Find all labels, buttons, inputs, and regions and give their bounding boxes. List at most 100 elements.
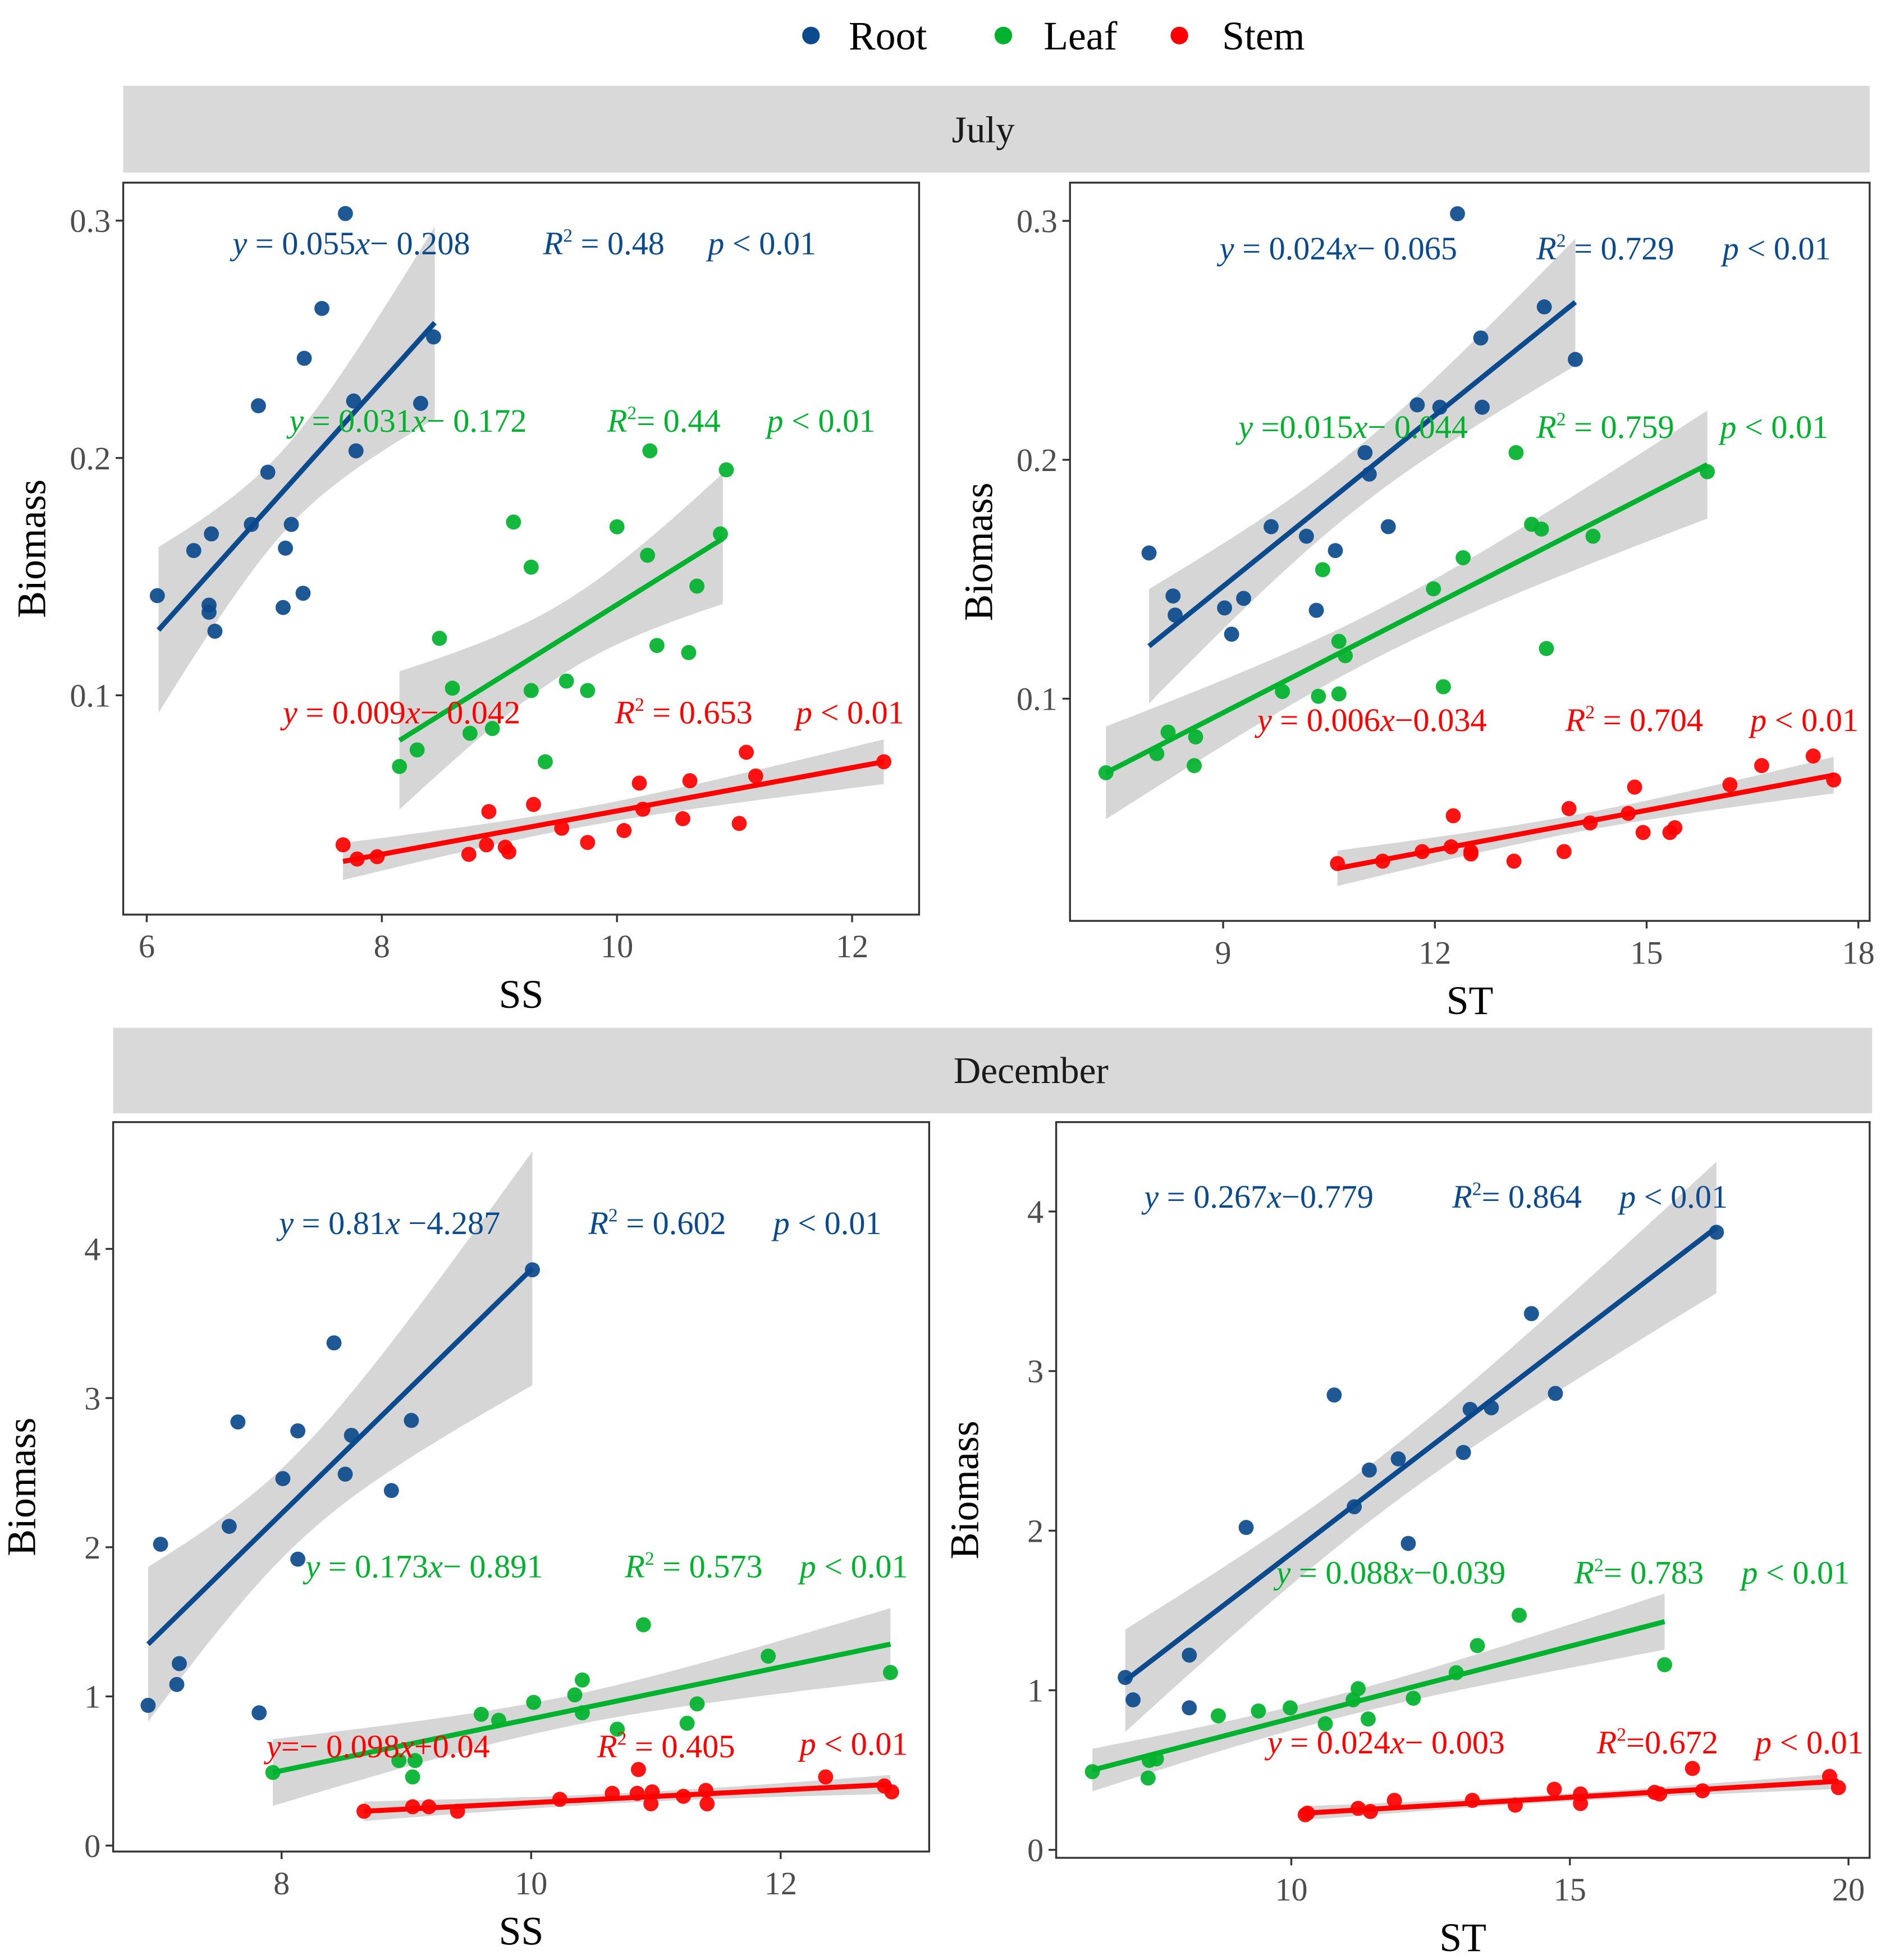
leaf-r-squared: R2 = 0.759 (1536, 409, 1674, 445)
stem-point (1386, 1793, 1402, 1808)
stem-point (1627, 779, 1642, 795)
root-r-squared: R2 = 0.48 (543, 225, 665, 262)
root-point (1236, 591, 1252, 606)
stem-point (1463, 844, 1478, 860)
leaf-point (445, 680, 460, 696)
leaf-point (1283, 1700, 1298, 1716)
root-point (283, 517, 299, 532)
root-point (1125, 1692, 1141, 1708)
root-point (1462, 1401, 1478, 1417)
leaf-point (1315, 562, 1330, 578)
root-point (275, 600, 291, 615)
y-tick-label: 0 (1027, 1832, 1043, 1868)
x-axis-title: ST (1439, 1915, 1486, 1960)
stem-point (1375, 853, 1390, 869)
y-axis-title: Biomass (0, 1418, 44, 1556)
leaf-point (1361, 1711, 1376, 1727)
plot-area (1070, 182, 1870, 921)
root-point (1484, 1400, 1499, 1415)
y-tick-label: 1 (84, 1679, 100, 1715)
leaf-point (526, 1694, 542, 1710)
root-point (1450, 206, 1465, 222)
leaf-point (718, 462, 734, 478)
stem-point (461, 847, 477, 862)
root-point (204, 526, 219, 542)
stem-point (748, 768, 763, 784)
y-axis-title: Biomass (956, 482, 1001, 621)
leaf-point (1406, 1691, 1421, 1706)
stem-point (739, 744, 754, 760)
leaf-point (1211, 1708, 1226, 1724)
root-equation: y = 0.024x− 0.065 (1217, 230, 1457, 267)
leaf-point (609, 519, 625, 534)
leaf-point (1187, 758, 1202, 774)
root-point (337, 1466, 353, 1482)
leaf-equation: y = 0.088x−0.039 (1274, 1555, 1506, 1591)
root-point (337, 205, 353, 221)
leaf-point (473, 1706, 489, 1722)
root-p-value: p < 0.01 (706, 225, 816, 262)
root-point (230, 1414, 246, 1430)
leaf-point (1512, 1607, 1527, 1623)
legend-root-label: Root (849, 13, 927, 58)
y-tick-label: 0.3 (70, 203, 111, 239)
leaf-point (1331, 686, 1347, 702)
x-axis-title: ST (1446, 978, 1494, 1023)
x-tick-label: 18 (1842, 934, 1875, 971)
stem-p-value: p < 0.01 (794, 695, 904, 731)
leaf-p-value: p < 0.01 (1739, 1555, 1850, 1591)
root-point (169, 1676, 185, 1692)
root-p-value: p < 0.01 (1720, 230, 1831, 267)
leaf-point (635, 1617, 651, 1633)
stem-point (450, 1803, 465, 1819)
stem-point (1330, 856, 1345, 871)
root-point (1455, 1445, 1471, 1460)
stem-point (1556, 844, 1572, 860)
root-point (1182, 1700, 1197, 1716)
stem-point (405, 1799, 420, 1815)
x-tick-label: 20 (1832, 1871, 1865, 1908)
leaf-point (649, 638, 665, 654)
stem-point (479, 837, 495, 853)
stem-point (1684, 1761, 1700, 1776)
root-point (290, 1551, 306, 1567)
stem-point (631, 775, 647, 791)
stem-point (1573, 1795, 1589, 1811)
root-point (1182, 1647, 1197, 1663)
leaf-point (1251, 1703, 1266, 1719)
stem-point (1508, 1797, 1523, 1813)
leaf-point (1470, 1638, 1485, 1653)
stem-point (676, 1789, 691, 1804)
legend-stem-label: Stem (1222, 13, 1304, 58)
leaf-point (1331, 633, 1347, 649)
root-point (1264, 519, 1279, 534)
leaf-point (642, 443, 658, 459)
leaf-fit-line (398, 536, 725, 743)
stem-point (1621, 806, 1636, 821)
stem-point (554, 820, 570, 836)
root-point (290, 1423, 306, 1439)
stem-point (1297, 1807, 1313, 1822)
root-point (1308, 602, 1324, 618)
stem-point (1464, 1793, 1480, 1808)
x-tick-label: 12 (765, 1865, 797, 1902)
y-tick-label: 2 (84, 1529, 100, 1566)
leaf-point (1140, 1770, 1156, 1786)
leaf-point (574, 1705, 590, 1721)
root-fit-line (157, 321, 437, 632)
leaf-point (883, 1665, 898, 1680)
stem-p-value: p < 0.01 (1753, 1724, 1864, 1761)
leaf-point (523, 559, 539, 575)
root-equation: y = 0.267x−0.779 (1141, 1178, 1374, 1215)
leaf-point (462, 725, 478, 741)
stem-point (421, 1799, 437, 1815)
root-equation: y = 0.81x −4.287 (276, 1205, 500, 1241)
root-point (149, 588, 165, 604)
leaf-point (761, 1648, 776, 1664)
leaf-point (408, 1753, 423, 1769)
stem-point (1652, 1786, 1668, 1802)
root-r-squared: R2 = 0.729 (1536, 230, 1674, 267)
stem-point (643, 1796, 659, 1812)
root-p-value: p < 0.01 (771, 1205, 882, 1241)
root-confidence-band (158, 226, 435, 713)
